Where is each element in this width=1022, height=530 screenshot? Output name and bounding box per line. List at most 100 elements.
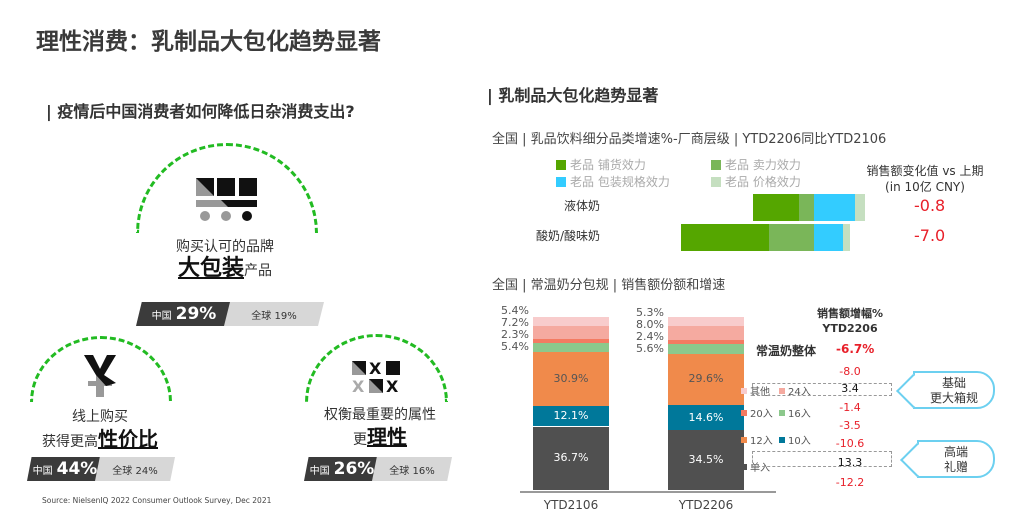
legend-swatch [779,410,785,416]
svg-text:X: X [352,377,365,393]
data-label: 36.7% [553,451,589,465]
global-value: 全球 19% [224,302,324,326]
item-prefix: 更 [353,432,367,448]
page-title: 理性消费：乳制品大包化趋势显著 [36,29,381,55]
overall-value: -6.7% [836,342,875,356]
chart2-title: 全国 | 常温奶分包规 | 销售额份额和增速 [492,278,726,293]
callout-premium: 高端 礼赠 [917,440,995,478]
value-unit: (in 10亿 CNY) [885,180,965,194]
legend-label: 16入 [788,409,811,420]
svg-text:X: X [386,377,399,393]
item-line1: 线上购买 [72,409,128,425]
item-line1: 购买认可的品牌 [176,239,274,255]
bar-segment [814,224,843,251]
total-value: -7.0 [914,226,946,245]
bar-segment [533,326,609,339]
legend-label: 单入 [750,463,770,474]
x-axis [520,491,776,493]
bar-segment [814,194,855,221]
growth-value: 3.4 [841,382,859,395]
svg-text:X: X [369,361,382,378]
growth-header: 销售额增幅% [816,307,884,320]
bar-segment [533,352,609,406]
legend-swatch [711,159,721,170]
bar-segment [668,353,744,406]
callout-basic: 基础 更大箱规 [913,371,995,409]
right-heading: | 乳制品大包化趋势显著 [487,86,659,105]
data-label: 34.5% [688,453,724,467]
stat-pill: 中国 26% 全球 16% [304,457,452,481]
chart1-legend: 老品 铺货效力 老品 卖力效力 老品 包装规格效力 老品 价格效力 [556,156,831,190]
growth-value: -8.0 [839,365,861,378]
bar-segment [668,317,744,327]
item-highlight: 大包装 [177,256,244,281]
data-label: 2.4% [636,330,664,343]
left-heading: | 疫情后中国消费者如何降低日杂消费支出? [46,102,355,121]
legend-label: 老品 铺货效力 [570,158,646,172]
bar-segment [681,224,769,251]
legend-swatch [741,464,747,470]
truck-blocks-icon [196,178,257,221]
legend-label: 24入 [788,387,811,398]
bar-segment [668,326,744,340]
data-label: 14.6% [688,410,724,424]
chart1-title: 全国 | 乳品饮料细分品类增速%-厂商层级 | YTD2206同比YTD2106 [492,132,887,147]
overall-label: 常温奶整体 [756,344,817,358]
callout-line: 基础 [941,376,966,390]
growth-value: -3.5 [839,419,861,432]
bar-segment [533,426,609,490]
data-label: 30.9% [553,371,589,385]
legend-swatch [779,437,785,443]
legend-swatch [741,410,747,416]
data-label: 5.4% [501,340,529,354]
growth-value: -10.6 [835,437,865,450]
bar-segment [668,405,744,431]
china-value: 44% [56,459,98,479]
chart1: 液体奶 -0.8 酸奶/酸味奶 -7.0 [500,190,1000,260]
data-label: 8.0% [636,318,664,331]
china-value: 26% [333,459,375,479]
category-label: 液体奶 [563,199,600,213]
data-label: 5.3% [636,306,664,319]
legend-label: 12入 [750,436,773,447]
stat-pill: 中国 44% 全球 24% [27,457,175,481]
item-suffix: 产品 [244,263,272,279]
bar-segment [753,194,799,221]
data-label: 29.6% [688,372,724,386]
legend-item: 老品 价格效力 [711,173,831,190]
bar-segment [533,338,609,343]
bar-segment [533,317,609,327]
item-prefix: 获得更高 [42,434,98,450]
x-tick-label: YTD2106 [543,498,599,512]
callout-line: 礼赠 [943,460,968,474]
legend-swatch [711,176,721,187]
legend-label: 老品 包装规格效力 [570,175,670,189]
value-header: 销售额变化值 vs 上期 [866,164,984,178]
china-label: 中国 [309,465,330,477]
legend-label: 老品 价格效力 [725,175,801,189]
highlight-box [752,451,892,467]
item-highlight: 理性 [367,425,407,449]
bar-segment [668,344,744,354]
growth-value: 13.3 [837,456,863,469]
item-line1: 权衡最重要的属性 [324,407,436,423]
bar-segment [769,224,814,251]
bar-segment [843,224,850,251]
bar-segment [533,405,609,427]
bar-segment [799,194,814,221]
legend-item: 老品 铺货效力 [556,156,711,173]
legend-label: 10入 [788,436,811,447]
legend-swatch [556,159,566,170]
growth-period: YTD2206 [822,322,878,335]
stat-pill: 中国 29% 全球 19% [136,302,324,326]
bar-segment [533,342,609,353]
data-label: 2.3% [501,328,529,342]
bar-segment [668,430,744,490]
global-value: 全球 24% [95,457,175,481]
data-label: 5.6% [636,342,664,355]
growth-value: -12.2 [835,476,865,489]
callout-line: 高端 [943,445,968,459]
total-value: -0.8 [914,196,946,215]
